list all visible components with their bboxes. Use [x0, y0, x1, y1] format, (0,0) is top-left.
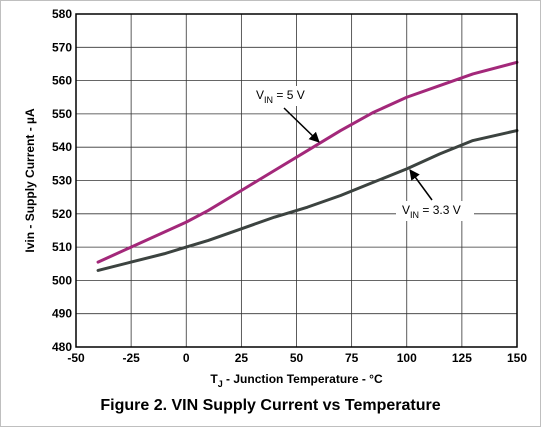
- tick-labels: -50 -25 0 25 50 75 100 125 150 480 490 500 510 520 530…: [52, 7, 527, 365]
- y-axis-label: Ivin - Supply Current - µA: [23, 108, 37, 253]
- x-tick-label: 100: [397, 351, 417, 365]
- x-tick-label: -50: [67, 351, 85, 365]
- x-tick-label: -25: [122, 351, 140, 365]
- annotation-3v3-label: VIN = 3.3 V: [402, 203, 461, 220]
- supply-current-chart: -50 -25 0 25 50 75 100 125 150 480 490 500 510 520 530…: [23, 7, 527, 389]
- annotation-5v-label: VIN = 5 V: [256, 88, 305, 105]
- x-tick-label: 25: [235, 351, 249, 365]
- y-tick-label: 530: [52, 174, 72, 188]
- y-tick-label: 550: [52, 107, 72, 121]
- x-tick-label: 50: [290, 351, 304, 365]
- x-tick-label: 75: [345, 351, 359, 365]
- x-axis-label: TJ - Junction Temperature - °C: [210, 372, 383, 389]
- x-tick-label: 125: [452, 351, 472, 365]
- annotation-3v3-background: [396, 201, 474, 221]
- y-tick-label: 580: [52, 7, 72, 21]
- y-tick-label: 570: [52, 40, 72, 54]
- series-lines: [96, 60, 519, 272]
- y-tick-label: 540: [52, 140, 72, 154]
- series-line-3v3: [96, 129, 519, 272]
- annotation-5v-background: [250, 86, 320, 106]
- y-tick-label: 510: [52, 240, 72, 254]
- annotations: VIN = 5 V VIN = 3.3 V: [250, 86, 474, 221]
- y-tick-label: 560: [52, 74, 72, 88]
- figure-caption: Figure 2. VIN Supply Current vs Temperat…: [100, 397, 441, 414]
- annotation-3v3-arrow: [409, 169, 433, 201]
- grid: [75, 13, 518, 348]
- y-tick-label: 500: [52, 273, 72, 287]
- y-tick-label: 520: [52, 207, 72, 221]
- plot-border: [75, 13, 518, 348]
- series-line-5v: [96, 60, 519, 264]
- x-tick-label: 150: [507, 351, 527, 365]
- annotation-5v-arrow: [283, 107, 320, 143]
- x-tick-label: 0: [183, 351, 190, 365]
- y-tick-label: 490: [52, 307, 72, 321]
- y-tick-label: 480: [52, 340, 72, 354]
